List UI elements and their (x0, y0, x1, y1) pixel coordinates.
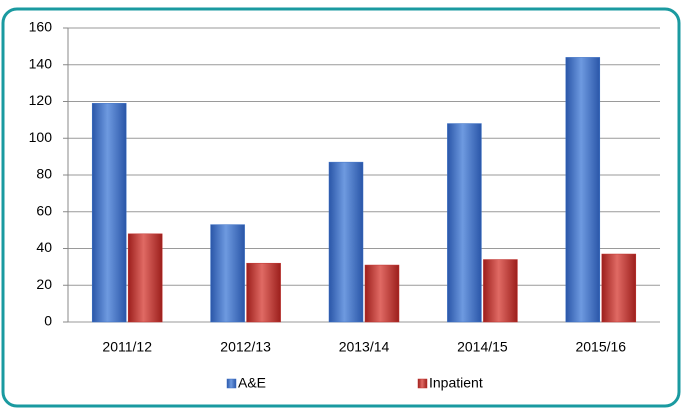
bar (447, 123, 482, 323)
y-tick-label: 20 (36, 276, 52, 292)
y-tick-label: 100 (29, 129, 53, 145)
bar (328, 161, 364, 323)
bar (483, 259, 518, 323)
y-tick-label: 0 (44, 313, 52, 329)
x-tick-label: 2011/12 (102, 339, 152, 355)
x-tick-label: 2012/13 (220, 339, 271, 355)
x-tick-label: 2013/14 (339, 339, 390, 355)
y-tick-label: 160 (29, 19, 53, 35)
legend-swatch (417, 378, 428, 389)
bar (127, 233, 163, 323)
x-tick-label: 2015/16 (575, 339, 626, 355)
bar (364, 264, 400, 323)
y-tick-label: 40 (36, 239, 52, 255)
y-tick-label: 80 (36, 166, 52, 182)
legend-label: Inpatient (429, 375, 483, 391)
bar (565, 57, 601, 323)
bar (246, 262, 281, 323)
x-tick-label: 2014/15 (457, 339, 508, 355)
legend-label: A&E (238, 375, 266, 391)
y-tick-label: 120 (29, 92, 53, 108)
bar (601, 253, 637, 323)
bar (91, 103, 127, 323)
y-tick-label: 140 (29, 55, 53, 71)
y-tick-label: 60 (36, 202, 52, 218)
bar (210, 224, 245, 323)
legend-swatch (226, 378, 237, 389)
